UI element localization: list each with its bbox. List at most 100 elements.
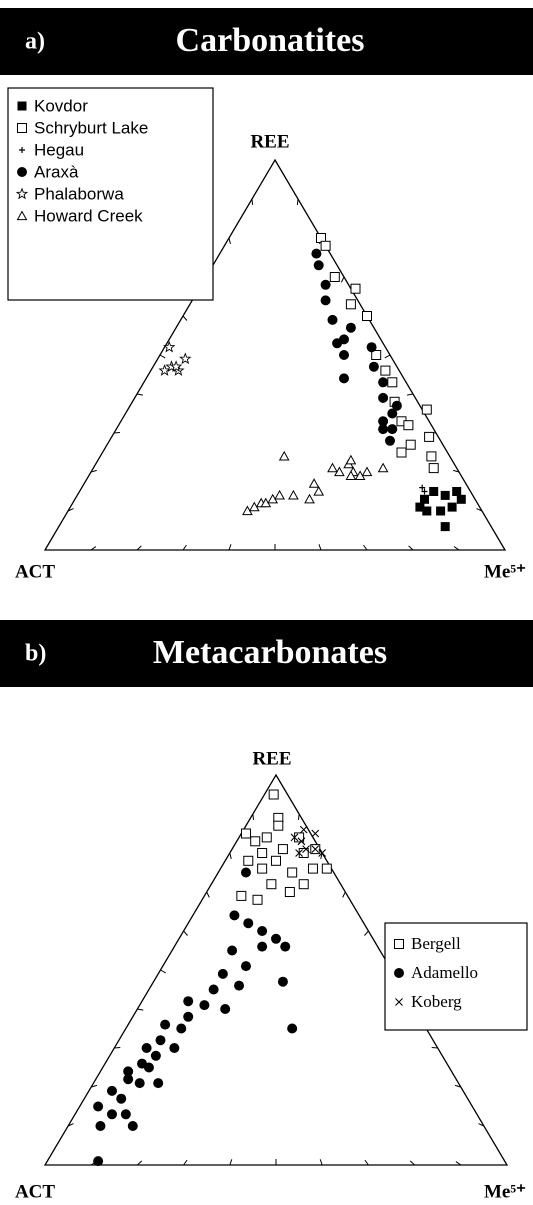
data-point bbox=[387, 377, 398, 388]
data-point bbox=[176, 1023, 187, 1034]
marker-shape bbox=[440, 490, 450, 500]
tick-mark bbox=[364, 1159, 369, 1166]
tick-mark bbox=[159, 354, 166, 359]
marker-shape bbox=[287, 867, 298, 878]
marker-shape bbox=[236, 890, 247, 901]
data-point bbox=[403, 420, 414, 431]
marker-shape bbox=[387, 424, 398, 435]
panel-title: Carbonatites bbox=[176, 22, 365, 59]
tick-mark bbox=[252, 813, 255, 821]
marker-shape bbox=[350, 283, 361, 294]
tick-mark bbox=[318, 544, 322, 551]
marker-shape bbox=[345, 322, 356, 333]
data-point bbox=[240, 867, 251, 878]
marker-shape bbox=[227, 945, 238, 956]
marker-shape bbox=[16, 210, 28, 221]
marker-shape bbox=[143, 1062, 154, 1073]
data-point bbox=[394, 968, 404, 978]
data-point bbox=[199, 1000, 210, 1011]
marker-shape bbox=[403, 420, 414, 431]
data-point bbox=[93, 1156, 104, 1167]
legend-label: Howard Creek bbox=[34, 206, 143, 225]
marker-shape bbox=[327, 314, 338, 325]
marker-shape bbox=[311, 829, 320, 838]
right-label: Me⁵⁺ bbox=[484, 561, 526, 582]
marker-shape bbox=[240, 961, 251, 972]
marker-shape bbox=[456, 494, 466, 504]
marker-shape bbox=[321, 863, 332, 874]
tick-mark bbox=[90, 469, 97, 473]
data-point bbox=[428, 463, 439, 474]
marker-shape bbox=[274, 489, 285, 500]
marker-shape bbox=[250, 836, 261, 847]
panel-title: Metacarbonates bbox=[153, 634, 387, 671]
marker-shape bbox=[452, 487, 462, 496]
panel-label: a) bbox=[25, 29, 45, 55]
marker-shape bbox=[290, 833, 299, 842]
data-point bbox=[257, 941, 268, 952]
tick-mark bbox=[297, 813, 300, 821]
tick-mark bbox=[454, 1084, 461, 1088]
marker-shape bbox=[123, 1074, 134, 1085]
data-point bbox=[93, 1101, 104, 1112]
data-point bbox=[116, 1093, 127, 1104]
data-point bbox=[288, 489, 299, 500]
marker-shape bbox=[134, 1078, 145, 1089]
data-point bbox=[334, 466, 345, 477]
legend-label: Koberg bbox=[411, 992, 462, 1011]
marker-shape bbox=[120, 1109, 131, 1120]
data-point bbox=[361, 466, 373, 477]
data-point bbox=[234, 980, 245, 991]
marker-shape bbox=[334, 466, 345, 477]
marker-shape bbox=[421, 496, 428, 503]
data-point bbox=[123, 1074, 134, 1085]
data-point bbox=[302, 845, 310, 853]
marker-shape bbox=[261, 832, 272, 843]
marker-shape bbox=[378, 424, 389, 435]
marker-shape bbox=[394, 968, 404, 978]
data-point bbox=[19, 147, 25, 153]
tick-mark bbox=[342, 891, 346, 898]
data-point bbox=[220, 1004, 231, 1014]
data-point bbox=[252, 894, 263, 905]
marker-shape bbox=[396, 447, 407, 458]
data-point bbox=[371, 350, 382, 360]
data-point bbox=[429, 487, 439, 496]
marker-shape bbox=[447, 502, 457, 512]
legend-label: Hegau bbox=[34, 140, 84, 159]
marker-shape bbox=[229, 910, 240, 921]
legend-label: Phalaborwa bbox=[34, 184, 124, 203]
marker-shape bbox=[141, 1043, 152, 1053]
marker-shape bbox=[284, 887, 295, 897]
marker-shape bbox=[366, 342, 377, 353]
marker-shape bbox=[422, 506, 432, 516]
marker-shape bbox=[243, 855, 254, 866]
marker-shape bbox=[297, 837, 306, 846]
marker-shape bbox=[17, 167, 27, 177]
marker-shape bbox=[243, 918, 254, 929]
marker-shape bbox=[15, 187, 29, 200]
data-point bbox=[327, 462, 338, 473]
marker-shape bbox=[339, 334, 349, 345]
marker-shape bbox=[311, 248, 322, 259]
marker-shape bbox=[361, 466, 373, 477]
data-point bbox=[421, 496, 428, 503]
marker-shape bbox=[208, 984, 219, 995]
data-point bbox=[378, 416, 389, 427]
tick-mark bbox=[90, 546, 97, 551]
marker-shape bbox=[158, 364, 171, 376]
tick-mark bbox=[228, 237, 231, 244]
marker-shape bbox=[302, 845, 310, 853]
marker-shape bbox=[377, 462, 389, 473]
data-point bbox=[424, 431, 435, 442]
marker-shape bbox=[19, 147, 25, 153]
data-point bbox=[345, 299, 356, 310]
data-point bbox=[321, 863, 332, 874]
tick-mark bbox=[206, 891, 210, 898]
marker-shape bbox=[327, 462, 338, 473]
marker-shape bbox=[240, 867, 251, 878]
marker-shape bbox=[387, 408, 398, 419]
data-point bbox=[447, 502, 457, 512]
legend-box bbox=[384, 922, 528, 1031]
